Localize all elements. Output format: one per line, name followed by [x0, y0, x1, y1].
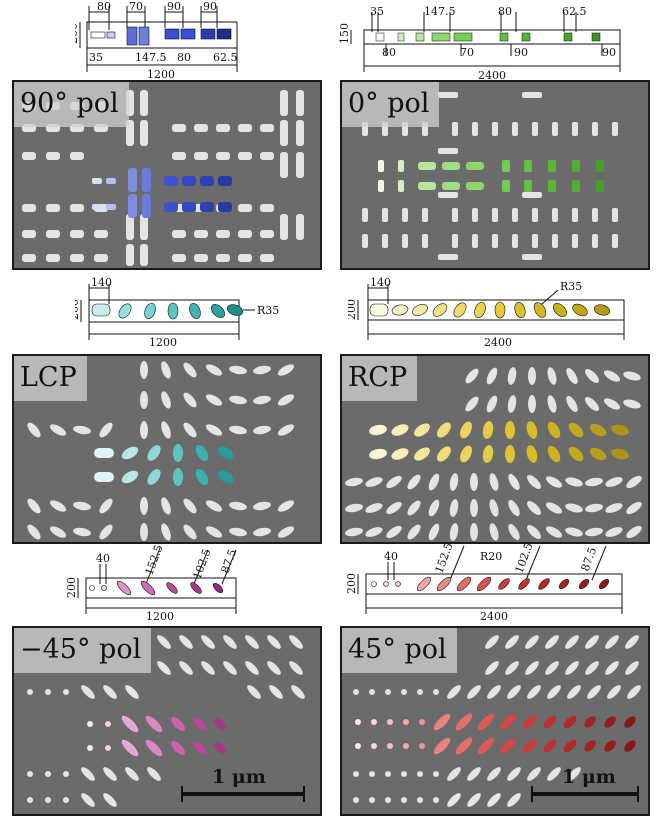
dim-text: 90	[167, 0, 181, 13]
dim-text: 140	[370, 276, 391, 289]
highlighted-pillars	[369, 421, 629, 463]
panel-label: RCP	[342, 356, 418, 401]
dim-text: 90	[602, 46, 616, 59]
dim-text: 102.5	[191, 547, 214, 581]
dim-text: 80	[498, 5, 512, 18]
panel-label: LCP	[14, 356, 87, 401]
dim-text: 147.5	[424, 5, 456, 18]
diagram-lcp: 140 200 R35 1200	[75, 276, 279, 346]
dim-text: 80	[382, 46, 396, 59]
dim-text: 80	[177, 51, 191, 64]
sem-panel-45pol: 45° pol 1 μm	[340, 626, 650, 816]
diagram-0pol: 35 147.5 80 62.5 80 70 90 90 150 2400	[338, 5, 621, 80]
panel-label: −45° pol	[14, 628, 152, 673]
diagram-45pol: 40 152.5 R20 102.5 87.5 200 2400	[345, 544, 623, 620]
dim-text: R35	[560, 280, 582, 293]
highlighted-pillars	[378, 160, 604, 192]
dim-text: 87.5	[219, 548, 240, 575]
scale-bar-label: 1 μm	[212, 766, 266, 788]
dim-text: 2400	[484, 336, 512, 346]
dim-text: 70	[129, 0, 143, 13]
dim-text: 1200	[149, 336, 177, 346]
dim-text: 40	[96, 552, 110, 565]
scale-bar-label: 1 μm	[562, 766, 616, 788]
panel-label: 90° pol	[14, 82, 129, 127]
dim-text: 62.5	[562, 5, 587, 18]
dim-text: 200	[65, 577, 78, 598]
dim-text: 200	[75, 299, 81, 320]
dim-text: 35	[370, 5, 384, 18]
dim-text: 1200	[146, 610, 174, 620]
dim-text: 200	[75, 23, 80, 44]
dim-text: 140	[91, 276, 112, 289]
sem-panel-minus45pol: −45° pol 1 μm	[12, 626, 322, 816]
sem-panel-0pol: 0° pol	[340, 80, 650, 270]
highlighted-pillars	[94, 444, 234, 486]
dim-text: 147.5	[135, 51, 167, 64]
highlighted-pillars	[355, 713, 636, 755]
dim-text: R35	[257, 304, 279, 317]
dim-text: 102.5	[513, 544, 536, 575]
sem-panel-lcp: LCP	[12, 354, 322, 544]
dim-text: 2400	[478, 69, 506, 80]
dim-text: 90	[203, 0, 217, 13]
dim-text: 152.5	[143, 544, 166, 577]
sem-panel-rcp: RCP	[340, 354, 650, 544]
dim-text: R20	[480, 550, 502, 563]
dim-text: 90	[514, 46, 528, 59]
panel-label: 0° pol	[342, 82, 440, 127]
dim-text: 70	[460, 46, 474, 59]
dim-text: 2400	[480, 610, 508, 620]
dim-text: 200	[348, 299, 358, 320]
diagram-90pol: 80 70 90 90 35 147.5 80 62.5 200 1200	[75, 0, 238, 80]
diagram-rcp: 140 R35 200 2400	[348, 276, 625, 346]
dim-text: 200	[345, 573, 358, 594]
highlighted-pillars	[92, 168, 232, 218]
dim-text: 1200	[147, 68, 175, 80]
pillar-array	[342, 356, 648, 542]
dim-text: 35	[89, 51, 103, 64]
dim-text: 152.5	[433, 544, 456, 575]
dim-text: 150	[338, 23, 351, 44]
dim-text: 40	[384, 550, 398, 563]
sem-panel-90pol: 90° pol	[12, 80, 322, 270]
diagram-minus45pol: 40 152.5 102.5 87.5 200 1200	[65, 544, 240, 620]
dim-text: 62.5	[213, 51, 238, 64]
dim-text: 80	[97, 0, 111, 13]
panel-label: 45° pol	[342, 628, 457, 673]
highlighted-pillars	[87, 715, 226, 757]
